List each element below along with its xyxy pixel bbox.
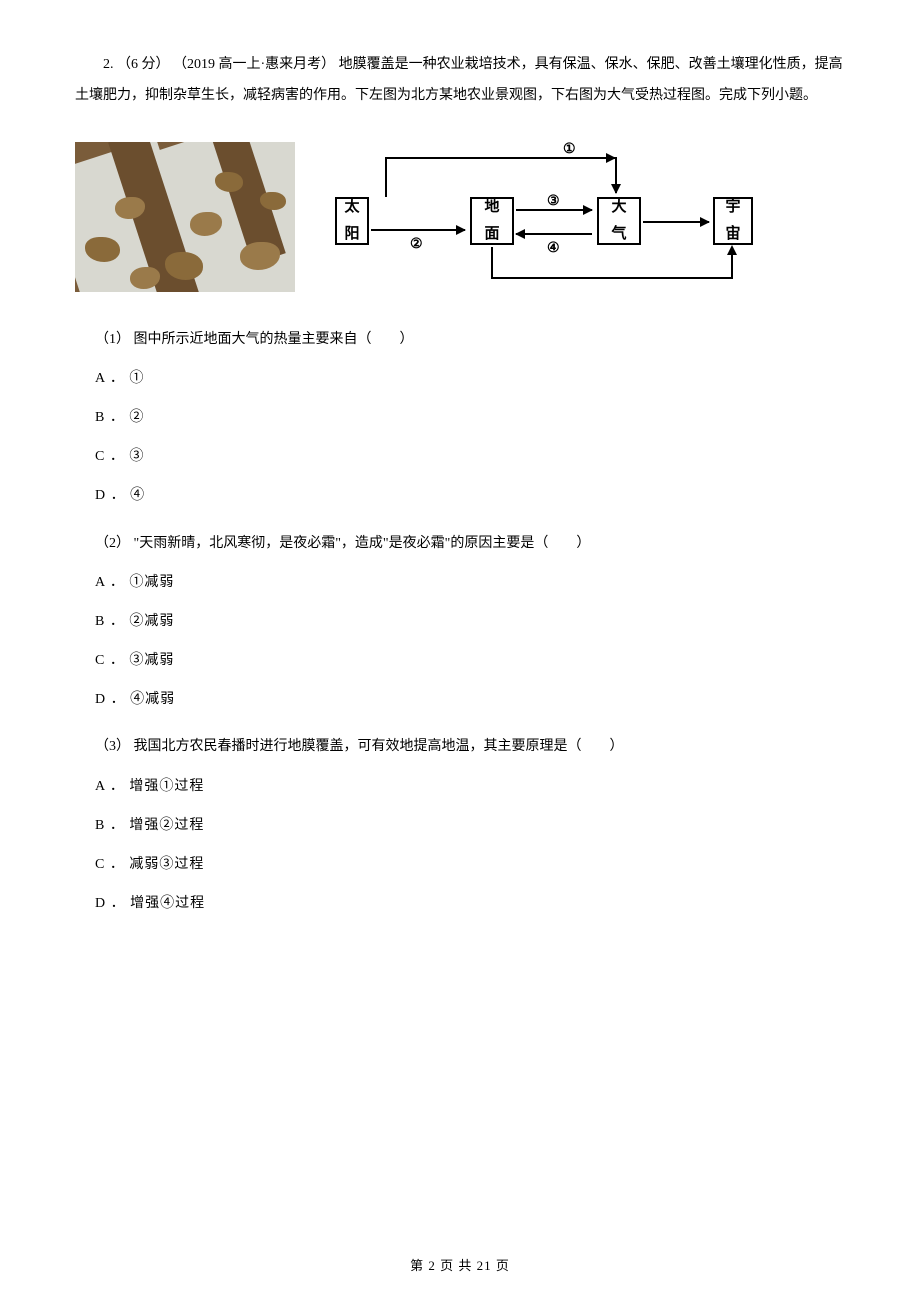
arrow-seg-ground-down <box>491 247 493 277</box>
arrow-seg-sun-up <box>385 157 387 197</box>
question-1-stem: （1） 图中所示近地面大气的热量主要来自（ ） <box>95 327 845 352</box>
option-3c: C ． 减弱③过程 <box>95 852 845 877</box>
heat-process-diagram: 太 阳 地 面 大 气 宇 宙 ② ① ③ ④ <box>335 137 755 297</box>
box-space: 宇 宙 <box>713 197 753 245</box>
option-2a: A ． ①减弱 <box>95 570 845 595</box>
option-3d: D ． 增强④过程 <box>95 891 845 916</box>
option-1c: C ． ③ <box>95 444 845 469</box>
arrow-atmos-to-space <box>643 221 709 223</box>
page-footer: 第 2 页 共 21 页 <box>0 1254 920 1277</box>
option-2d: D ． ④减弱 <box>95 687 845 712</box>
sub-question-2: （2） "天雨新晴，北风寒彻，是夜必霜"，造成"是夜必霜"的原因主要是（ ） A… <box>75 531 845 713</box>
arrowhead-up-space <box>727 245 737 255</box>
question-number: 2. <box>103 57 114 72</box>
option-3a: A ． 增强①过程 <box>95 774 845 799</box>
label-2: ② <box>410 232 423 257</box>
option-1d: D ． ④ <box>95 483 845 508</box>
box-atmosphere: 大 气 <box>597 197 641 245</box>
question-points: （6 分） <box>117 57 170 72</box>
box-ground: 地 面 <box>470 197 514 245</box>
label-1: ① <box>563 137 576 162</box>
arrow-atmos-to-ground <box>516 233 592 235</box>
label-4: ④ <box>547 236 560 261</box>
arrow-seg-atmos-down <box>615 157 617 193</box>
sub-question-3: （3） 我国北方农民春播时进行地膜覆盖，可有效地提高地温，其主要原理是（ ） A… <box>75 734 845 916</box>
arrow-seg-bottom-h <box>491 277 731 279</box>
option-2b: B ． ②减弱 <box>95 609 845 634</box>
sub-question-1: （1） 图中所示近地面大气的热量主要来自（ ） A ． ① B ． ② C ． … <box>75 327 845 509</box>
option-1a: A ． ① <box>95 366 845 391</box>
question-source: （2019 高一上·惠来月考） <box>173 57 335 72</box>
arrow-seg-top-line <box>385 157 615 159</box>
question-intro: 2. （6 分） （2019 高一上·惠来月考） 地膜覆盖是一种农业栽培技术，具… <box>75 50 845 112</box>
label-3: ③ <box>547 189 560 214</box>
arrow-sun-to-ground <box>371 229 465 231</box>
option-2c: C ． ③减弱 <box>95 648 845 673</box>
question-3-stem: （3） 我国北方农民春播时进行地膜覆盖，可有效地提高地温，其主要原理是（ ） <box>95 734 845 759</box>
agricultural-landscape-photo <box>75 142 295 292</box>
option-1b: B ． ② <box>95 405 845 430</box>
figure-row: 太 阳 地 面 大 气 宇 宙 ② ① ③ ④ <box>75 137 845 297</box>
option-3b: B ． 增强②过程 <box>95 813 845 838</box>
box-sun: 太 阳 <box>335 197 369 245</box>
question-2-stem: （2） "天雨新晴，北风寒彻，是夜必霜"，造成"是夜必霜"的原因主要是（ ） <box>95 531 845 556</box>
